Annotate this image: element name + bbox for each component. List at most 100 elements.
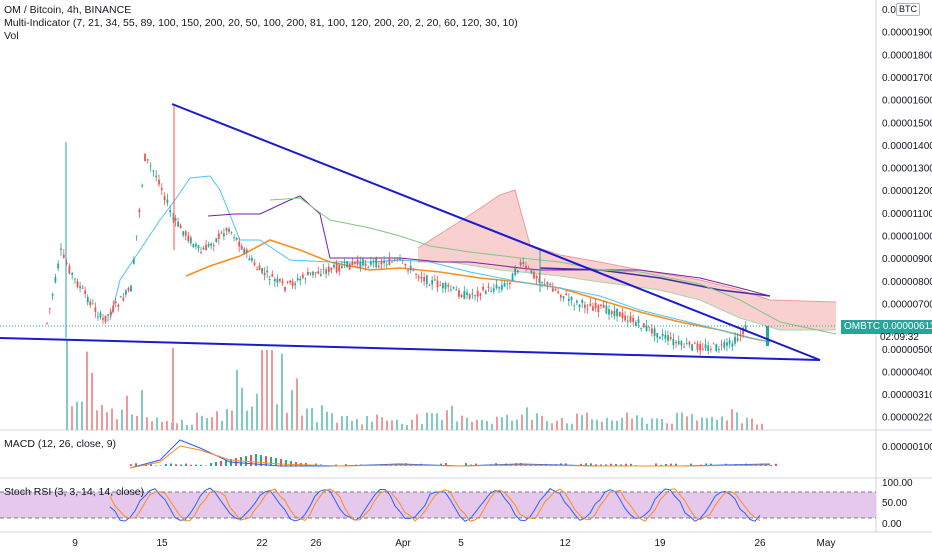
unit-badge[interactable]: BTC <box>896 3 920 16</box>
volume-bar <box>76 401 78 430</box>
volume-bar <box>246 410 248 430</box>
candle-body <box>570 296 573 301</box>
candle-body <box>233 237 235 239</box>
volume-bar <box>111 408 113 430</box>
volume-bar <box>391 420 393 430</box>
macd-histogram-bar <box>345 464 347 466</box>
y-tick-label: 0.00001100 <box>882 209 932 220</box>
candle-body <box>728 340 731 344</box>
candle-body <box>701 348 704 350</box>
candle-body <box>383 260 386 264</box>
volume-bar <box>226 409 228 430</box>
candle-body <box>651 328 653 334</box>
candle-body <box>731 343 734 347</box>
candle-body <box>393 259 396 261</box>
candle-body <box>514 267 517 275</box>
candle-body <box>637 319 640 324</box>
candle-body <box>720 344 723 346</box>
candle-body <box>248 258 251 261</box>
candle-body <box>624 315 627 321</box>
candle-body <box>51 294 54 296</box>
x-tick-label: 15 <box>156 538 168 549</box>
macd-histogram-bar <box>130 464 132 466</box>
volume-bar <box>526 407 528 430</box>
candle-body <box>94 307 97 312</box>
candle-body <box>399 258 401 261</box>
macd-histogram-bar <box>600 464 602 466</box>
candle-body <box>645 325 648 331</box>
volume-bar <box>151 421 153 430</box>
candle-body <box>135 235 138 237</box>
macd-histogram-bar <box>255 454 257 466</box>
volume-bar <box>381 417 383 430</box>
volume-bar <box>556 420 558 430</box>
macd-histogram-bar <box>250 455 252 466</box>
candle-body <box>119 296 122 298</box>
candle-body <box>404 263 407 266</box>
volume-bar <box>476 419 478 430</box>
volume-bar <box>286 412 288 430</box>
volume-bar <box>676 412 678 430</box>
price-tag-symbol: OMBTC <box>844 321 881 332</box>
volume-bar <box>636 415 638 430</box>
x-tick-label: 9 <box>72 538 78 549</box>
volume-bar <box>651 418 653 430</box>
y-tick-label: 0.00001200 <box>882 186 932 197</box>
volume-bar <box>316 422 318 430</box>
candle-body <box>169 210 172 213</box>
volume-bar <box>611 420 613 430</box>
volume-bar <box>551 423 553 430</box>
candle-body <box>683 346 685 348</box>
candle-body <box>319 274 322 276</box>
y-tick-label: 0.00001900 <box>882 28 932 39</box>
candle-body <box>533 272 535 279</box>
volume-bar <box>241 387 243 430</box>
volume-bar <box>726 420 728 430</box>
candle-body <box>664 335 667 339</box>
volume-bar <box>146 417 148 430</box>
macd-histogram-bar <box>170 463 172 466</box>
candle-body <box>62 254 65 258</box>
candle-body <box>412 268 415 271</box>
volume-bar <box>491 423 493 430</box>
candle-body <box>251 258 253 261</box>
y-tick-label: 0.00001700 <box>882 73 932 84</box>
macd-histogram-bar <box>185 463 187 466</box>
candle-body <box>667 335 669 341</box>
volume-bar <box>511 420 513 430</box>
candle-body <box>487 286 490 288</box>
macd-histogram-bar <box>510 465 512 466</box>
candle-body <box>766 326 769 346</box>
candle-body <box>189 237 192 244</box>
volume-bar <box>436 413 438 430</box>
volume-bar <box>271 350 273 430</box>
ema-line <box>185 239 771 343</box>
stoch-y-tick-label: 100.00 <box>882 478 913 489</box>
y-tick-label: 0.00000500 <box>882 345 932 356</box>
volume-bar <box>736 412 738 430</box>
y-tick-label: 0.00000700 <box>882 299 932 310</box>
candle-body <box>739 334 742 336</box>
macd-histogram-bar <box>175 464 177 466</box>
candle-body <box>60 248 62 250</box>
volume-bar <box>616 420 618 430</box>
macd-histogram-bar <box>135 463 137 466</box>
volume-bar <box>172 348 174 430</box>
candle-body <box>519 262 522 266</box>
candle-body <box>256 269 258 271</box>
macd-histogram-bar <box>445 463 447 466</box>
macd-histogram-bar <box>630 463 632 466</box>
candle-body <box>543 283 546 285</box>
candle-body <box>146 159 149 161</box>
candle-body <box>172 218 174 220</box>
volume-bar <box>751 418 753 430</box>
candle-body <box>479 293 482 296</box>
candle-body <box>388 258 391 265</box>
macd-label: MACD (12, 26, close, 9) <box>4 438 117 450</box>
volume-bar <box>566 423 568 430</box>
volume-bar <box>161 421 163 430</box>
candle-body <box>460 295 463 297</box>
candle-body <box>141 185 144 186</box>
